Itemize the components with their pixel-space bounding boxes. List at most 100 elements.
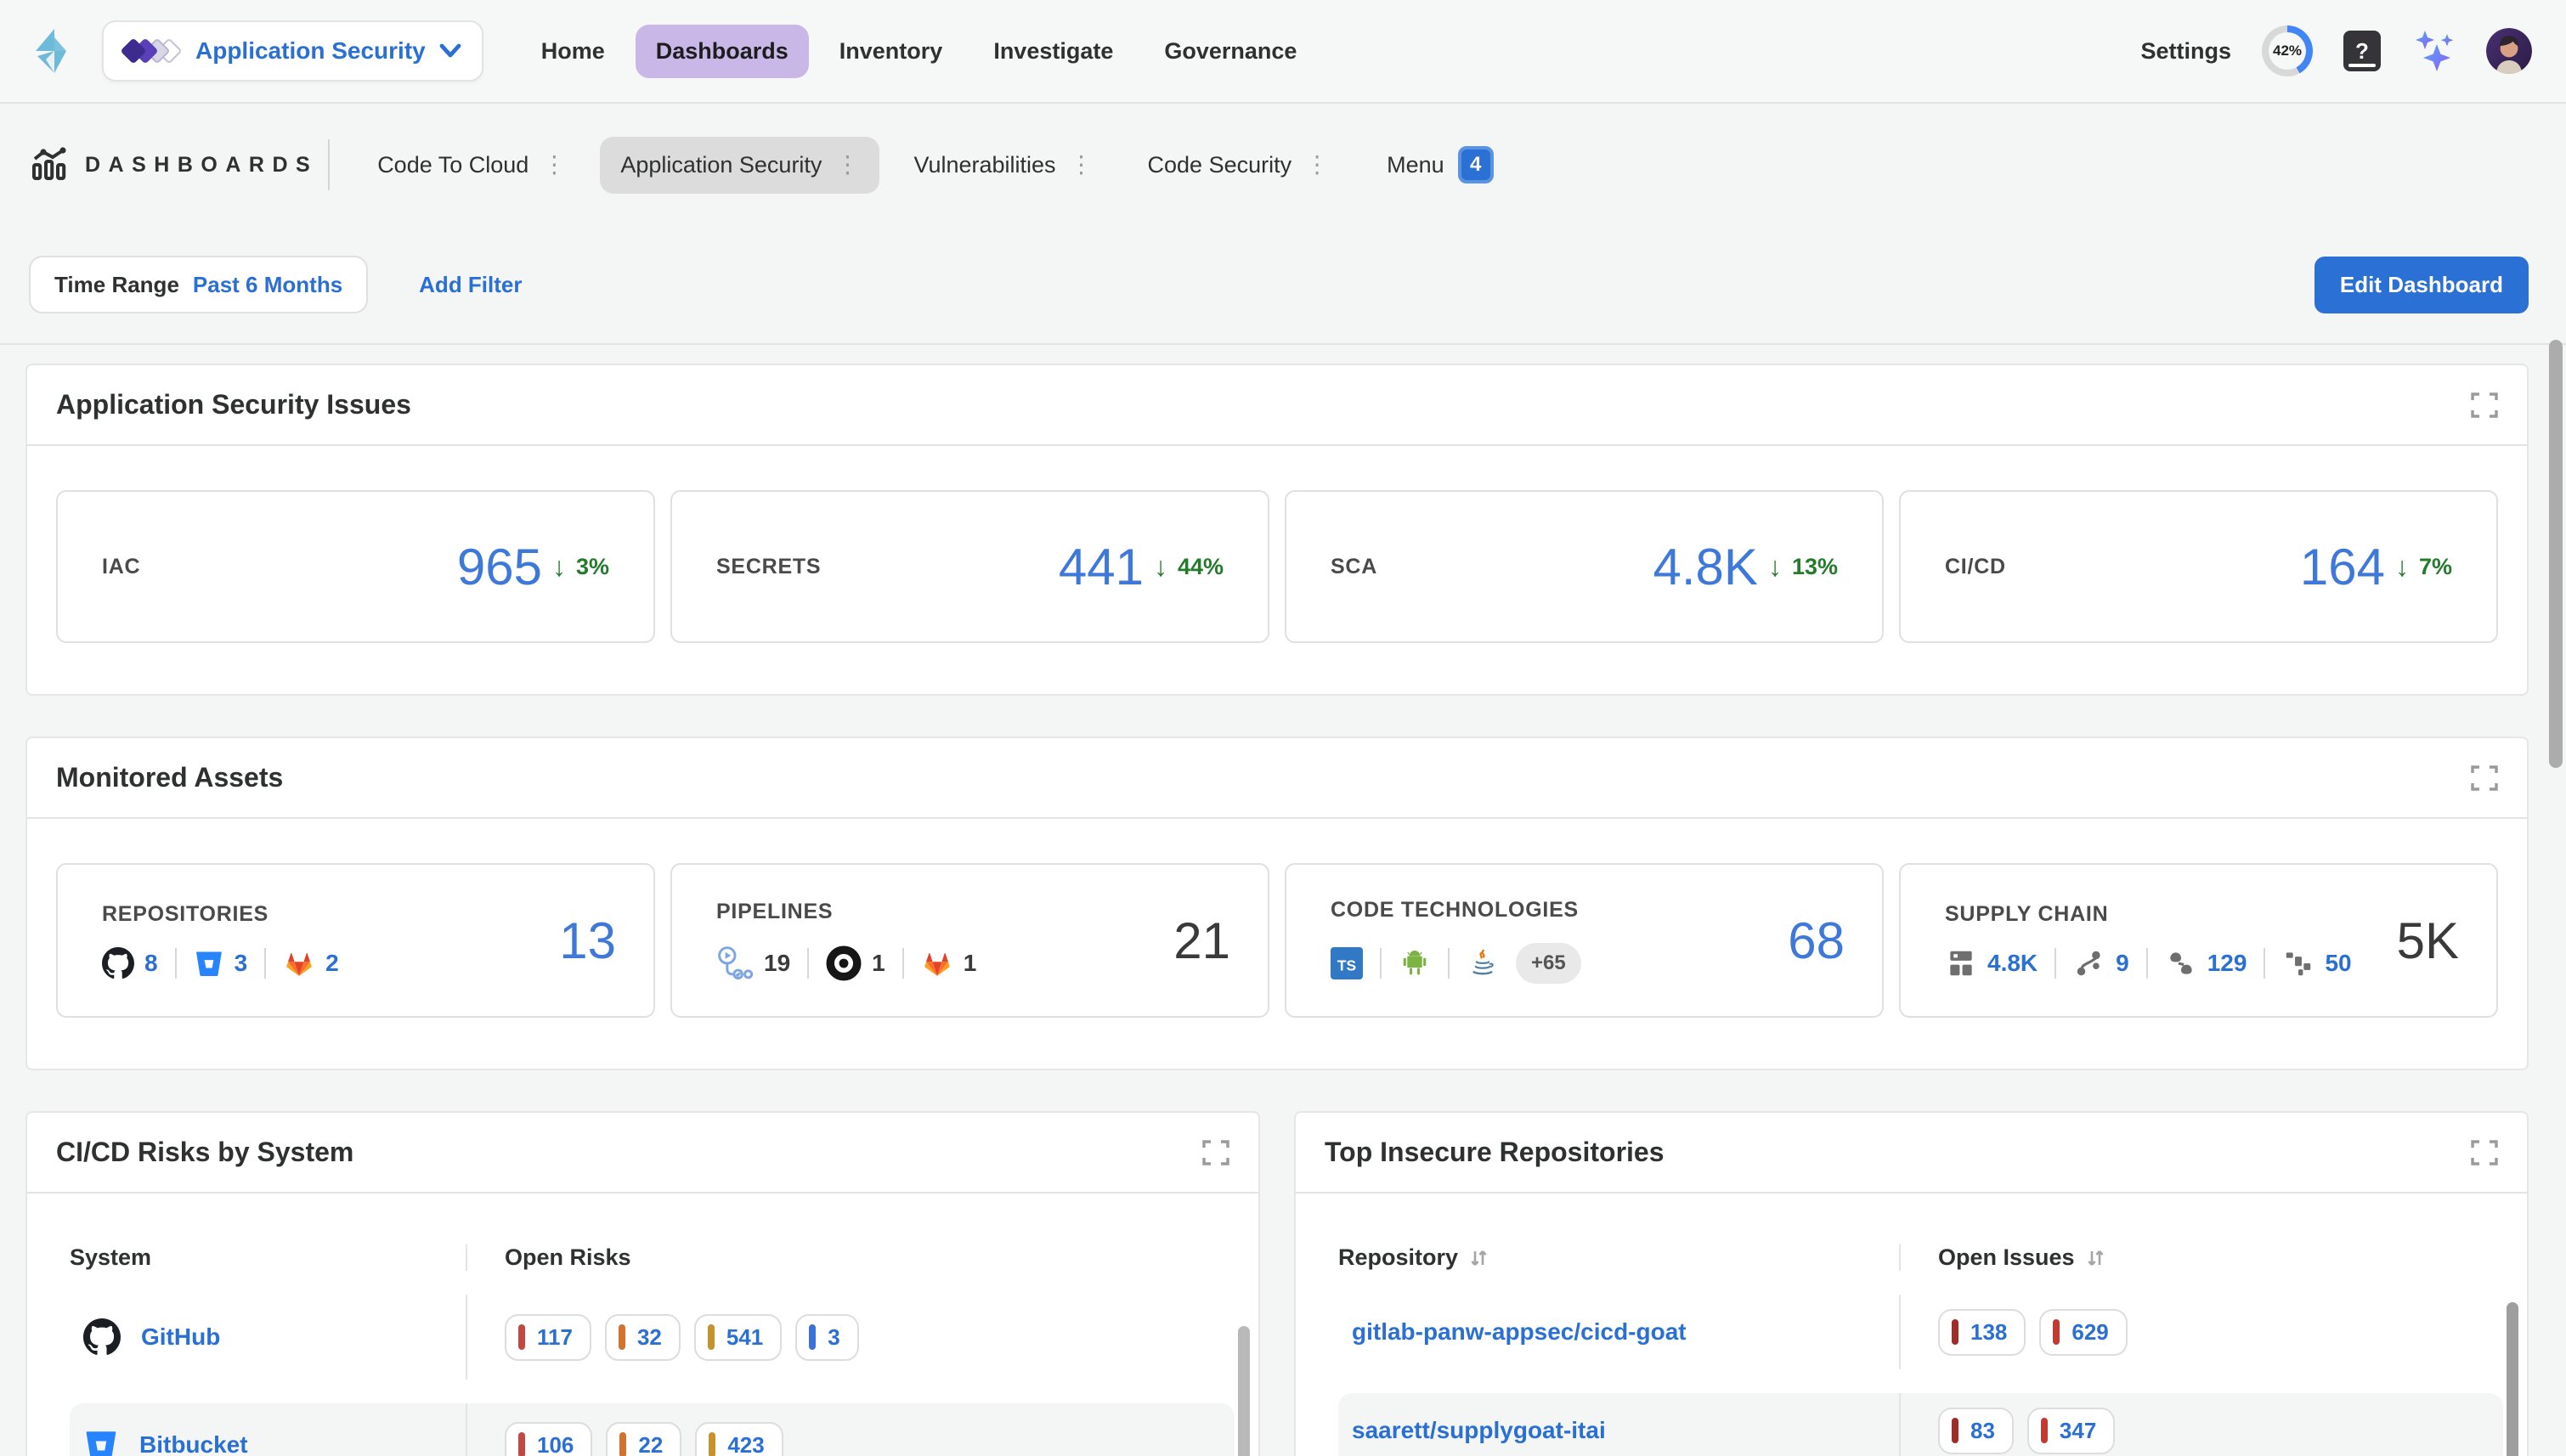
nav-item-governance[interactable]: Governance (1144, 25, 1317, 78)
dashboard-tab-vulnerabilities[interactable]: Vulnerabilities ⋮ (893, 137, 1113, 194)
issue-badge[interactable]: 83 (1938, 1408, 2014, 1454)
risk-badge[interactable]: 423 (695, 1422, 783, 1456)
add-filter-button[interactable]: Add Filter (419, 272, 522, 298)
trend-down-icon: ↓ (552, 551, 566, 583)
chevron-down-icon (439, 43, 461, 59)
menu-label: Menu (1387, 152, 1444, 178)
column-label: Repository (1338, 1244, 1458, 1271)
stat-card-iac[interactable]: IAC 965 ↓ 3% (56, 490, 655, 643)
ai-sparkles-icon[interactable] (2411, 29, 2456, 73)
kebab-menu-icon[interactable]: ⋮ (1070, 153, 1094, 177)
severity-bar (2053, 1319, 2060, 1345)
risk-badge[interactable]: 22 (606, 1422, 681, 1456)
asset-card-pipelines[interactable]: PIPELINES 19 (670, 863, 1269, 1018)
system-link[interactable]: Bitbucket (139, 1431, 248, 1456)
issue-badge[interactable]: 347 (2027, 1408, 2115, 1454)
dashboard-tab-code-to-cloud[interactable]: Code To Cloud ⋮ (357, 137, 586, 194)
time-range-label: Time Range (54, 272, 179, 298)
nav-item-investigate[interactable]: Investigate (973, 25, 1133, 78)
circleci-icon (826, 945, 862, 981)
system-link[interactable]: GitHub (141, 1323, 220, 1351)
sort-icon[interactable] (2085, 1248, 2105, 1268)
nav-item-home[interactable]: Home (521, 25, 625, 78)
stat-card-cicd[interactable]: CI/CD 164 ↓ 7% (1899, 490, 2498, 643)
risk-badge[interactable]: 106 (505, 1422, 592, 1456)
table-scrollbar[interactable] (1238, 1326, 1250, 1456)
table-row-repository[interactable]: saarett/supplygoat-itai 83 347 (1338, 1393, 2503, 1456)
settings-link[interactable]: Settings (2140, 38, 2231, 65)
kebab-menu-icon[interactable]: ⋮ (542, 153, 566, 177)
edit-dashboard-button[interactable]: Edit Dashboard (2314, 257, 2529, 313)
asset-item-count[interactable]: 4.8K (1987, 950, 2038, 977)
asset-card-code-technologies[interactable]: CODE TECHNOLOGIES TS (1285, 863, 1884, 1018)
expand-icon[interactable] (2471, 765, 2498, 792)
table-row-github[interactable]: GitHub 117 32 541 3 (70, 1295, 1235, 1380)
stat-card-secrets[interactable]: SECRETS 441 ↓ 44% (670, 490, 1269, 643)
column-header-open-risks[interactable]: Open Risks (466, 1244, 631, 1271)
dashboards-menu-button[interactable]: Menu 4 (1387, 146, 1494, 183)
registries-icon (1945, 947, 1977, 979)
user-avatar[interactable] (2486, 28, 2532, 74)
asset-total: 21 (1173, 911, 1230, 970)
panel-title: Top Insecure Repositories (1325, 1137, 1665, 1168)
table-row-bitbucket[interactable]: Bitbucket 106 22 423 (70, 1403, 1235, 1456)
asset-item-count[interactable]: 50 (2325, 950, 2351, 977)
expand-icon[interactable] (1202, 1139, 1229, 1166)
asset-item-count: 1 (964, 950, 977, 977)
asset-item-count[interactable]: 2 (325, 950, 339, 977)
stat-card-sca[interactable]: SCA 4.8K ↓ 13% (1285, 490, 1884, 643)
risk-badge[interactable]: 541 (694, 1314, 782, 1361)
expand-icon[interactable] (2471, 1139, 2498, 1166)
panel-title: CI/CD Risks by System (56, 1137, 353, 1168)
repository-link[interactable]: saarett/supplygoat-itai (1352, 1417, 1606, 1444)
asset-card-repositories[interactable]: REPOSITORIES 8 3 (56, 863, 655, 1018)
asset-total[interactable]: 13 (559, 911, 616, 970)
stat-value: 4.8K (1653, 538, 1758, 596)
kebab-menu-icon[interactable]: ⋮ (1305, 153, 1329, 177)
risk-badge[interactable]: 117 (505, 1314, 591, 1361)
dashboard-tab-code-security[interactable]: Code Security ⋮ (1128, 137, 1350, 194)
table-row-repository[interactable]: gitlab-panw-appsec/cicd-goat 138 629 (1338, 1295, 2503, 1369)
issue-badge[interactable]: 629 (2039, 1309, 2127, 1356)
asset-total[interactable]: 68 (1788, 911, 1845, 970)
asset-item-count[interactable]: 129 (2207, 950, 2247, 977)
onboarding-progress-ring[interactable]: 42% (2262, 25, 2313, 76)
dashboard-tab-application-security[interactable]: Application Security ⋮ (600, 137, 879, 194)
tab-label: Code To Cloud (377, 152, 528, 178)
issue-count: 629 (2071, 1319, 2108, 1346)
sort-icon[interactable] (1468, 1248, 1489, 1268)
issue-badge[interactable]: 138 (1938, 1309, 2026, 1356)
asset-item-count[interactable]: 8 (144, 950, 158, 977)
asset-card-supply-chain[interactable]: SUPPLY CHAIN 4.8K (1899, 863, 2498, 1018)
time-range-filter[interactable]: Time Range Past 6 Months (29, 256, 368, 313)
nav-item-dashboards[interactable]: Dashboards (636, 25, 809, 78)
severity-bar (2041, 1418, 2048, 1443)
repository-link[interactable]: gitlab-panw-appsec/cicd-goat (1352, 1318, 1687, 1346)
divider (2146, 948, 2148, 979)
bitbucket-icon (83, 1427, 119, 1456)
risk-badge[interactable]: 32 (605, 1314, 681, 1361)
expand-icon[interactable] (2471, 392, 2498, 419)
table-scrollbar[interactable] (2507, 1302, 2518, 1456)
time-range-value: Past 6 Months (193, 272, 342, 298)
kebab-menu-icon[interactable]: ⋮ (835, 153, 859, 177)
severity-bar (619, 1432, 626, 1456)
more-technologies-badge[interactable]: +65 (1516, 943, 1581, 984)
asset-item-count[interactable]: 3 (235, 950, 248, 977)
help-docs-icon[interactable]: ? (2343, 31, 2381, 71)
asset-item-count[interactable]: 9 (2116, 950, 2129, 977)
column-header-system[interactable]: System (70, 1244, 466, 1271)
column-header-repository[interactable]: Repository (1338, 1244, 1899, 1271)
risk-badge[interactable]: 3 (795, 1314, 858, 1361)
tab-label: Application Security (620, 152, 822, 178)
trend-down-icon: ↓ (1768, 551, 1782, 583)
panel-title: Application Security Issues (56, 389, 411, 420)
column-header-open-issues[interactable]: Open Issues (1899, 1244, 2105, 1271)
nav-item-inventory[interactable]: Inventory (819, 25, 964, 78)
module-selector-label: Application Security (195, 37, 426, 65)
risk-count: 541 (726, 1324, 763, 1351)
top-navbar: Application Security Home Dashboards Inv… (0, 0, 2566, 104)
module-selector[interactable]: Application Security (102, 20, 483, 82)
asset-label: REPOSITORIES (102, 902, 339, 927)
page-scrollbar-thumb[interactable] (2549, 340, 2563, 768)
